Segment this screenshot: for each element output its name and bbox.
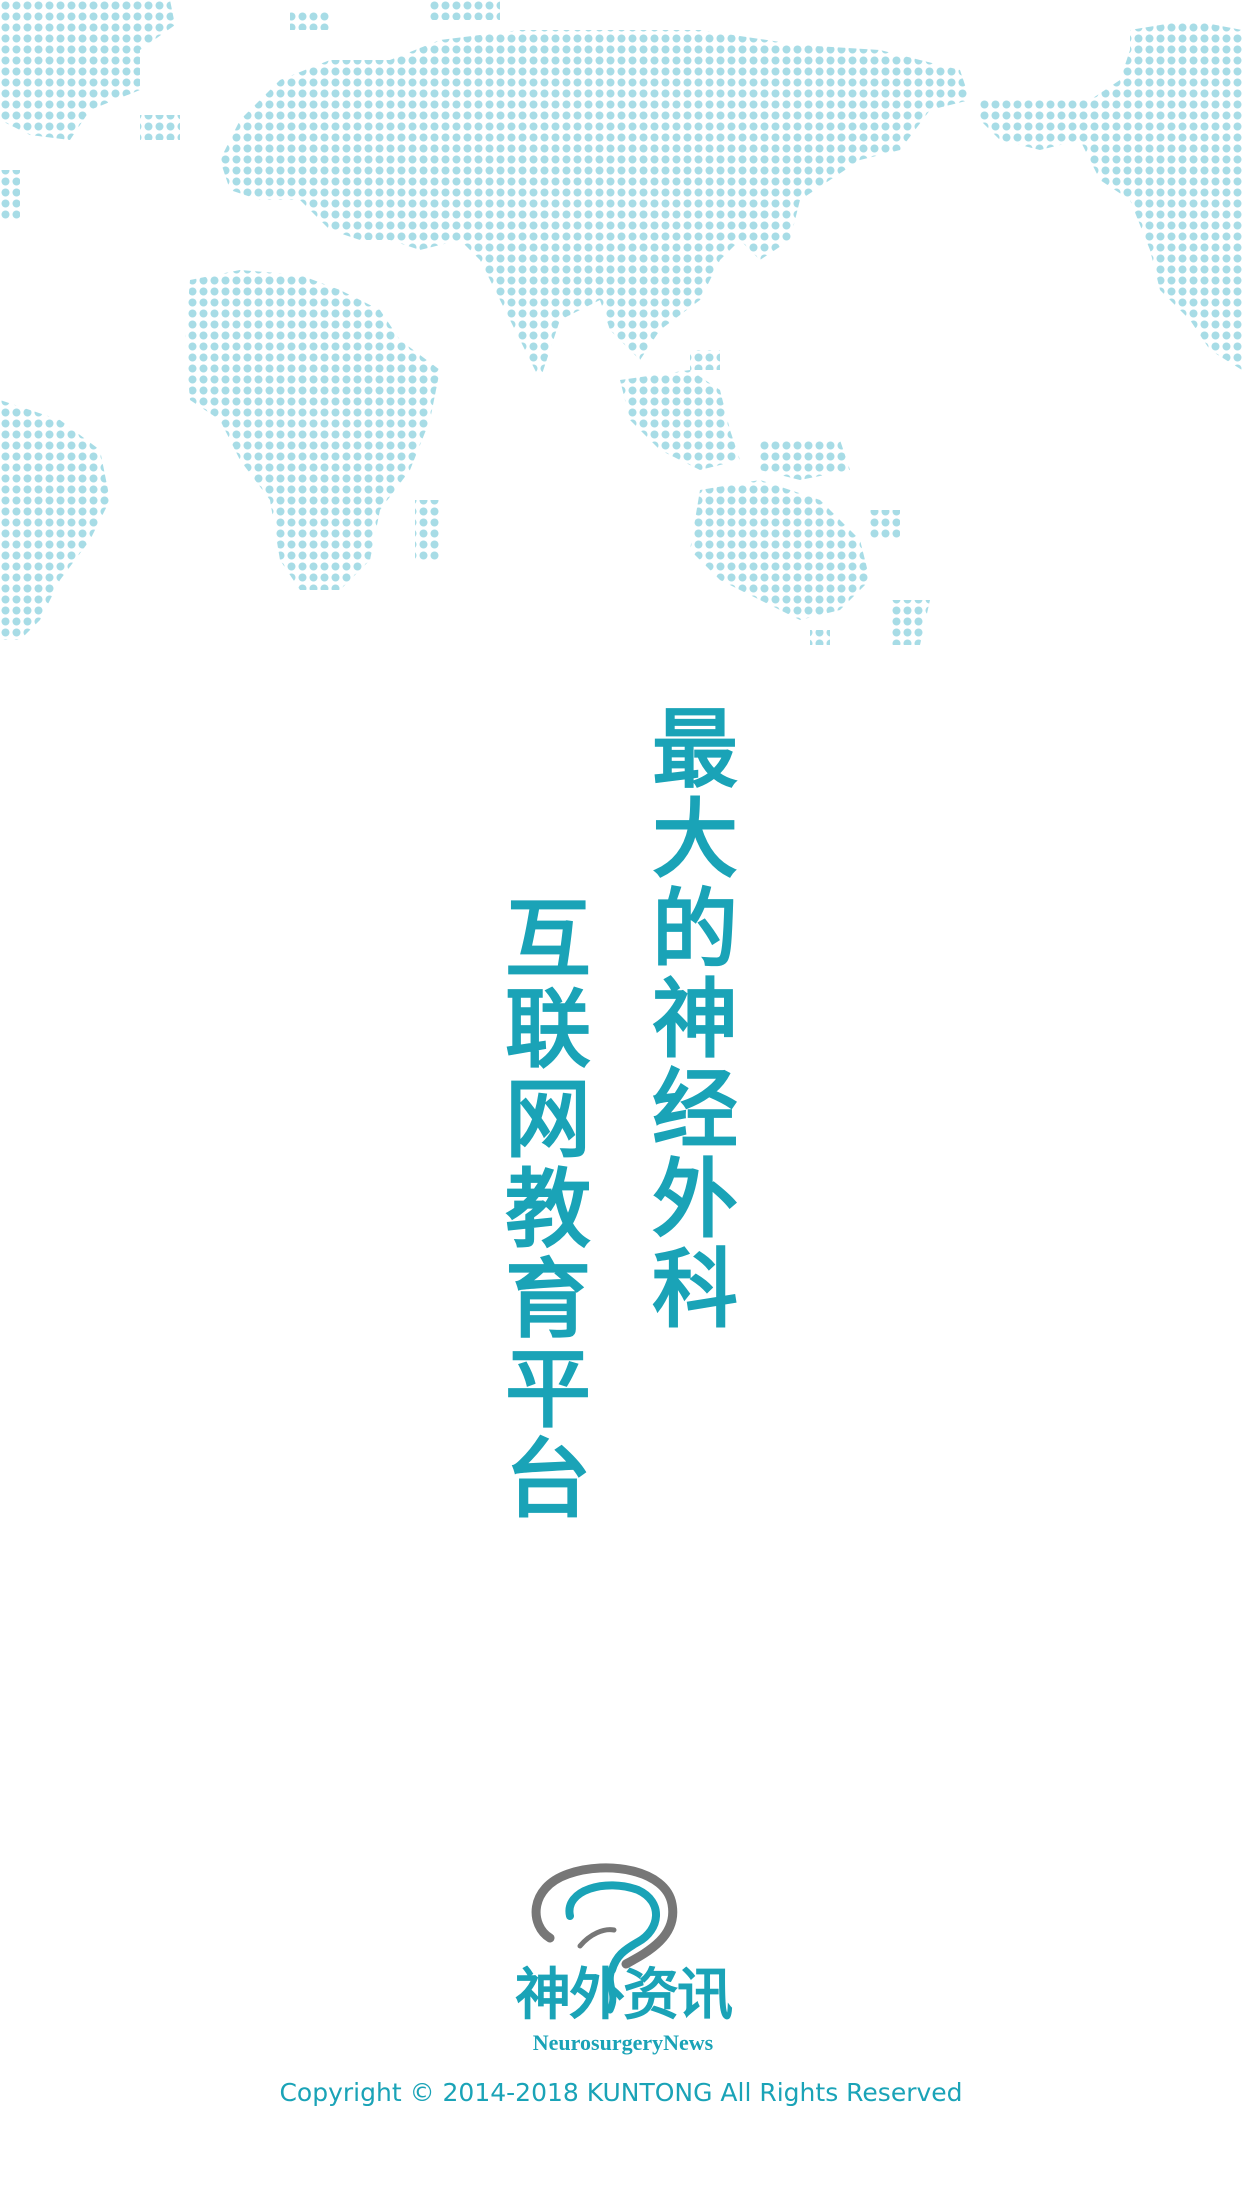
world-map-dots-icon (0, 0, 1242, 645)
slogan-char: 的 (652, 879, 738, 980)
slogan-char: 最 (652, 699, 738, 800)
slogan-char: 外 (652, 1149, 738, 1250)
slogan-char: 神 (652, 969, 738, 1070)
slogan-char: 大 (652, 789, 738, 890)
slogan-char: 经 (652, 1059, 738, 1160)
brain-question-icon (531, 1863, 678, 2014)
slogan-char: 育 (505, 1249, 591, 1350)
slogan-line-1: 最 大 的 神 经 外 科 (650, 705, 740, 1335)
slogan-char: 互 (505, 889, 591, 990)
slogan-line-2: 互 联 网 教 育 平 台 (503, 895, 593, 1525)
logo-name-en: NeurosurgeryNews (532, 2030, 714, 2055)
slogan-char: 教 (505, 1159, 591, 1260)
slogan-char: 网 (505, 1069, 591, 1170)
slogan-char: 联 (505, 979, 591, 1080)
logo-name-cn: 神外资讯 (515, 1962, 733, 2028)
slogan-char: 科 (652, 1239, 738, 1340)
slogan-char: 台 (505, 1429, 591, 1530)
copyright-text: Copyright © 2014-2018 KUNTONG All Rights… (279, 2078, 963, 2107)
slogan-char: 平 (505, 1339, 591, 1440)
